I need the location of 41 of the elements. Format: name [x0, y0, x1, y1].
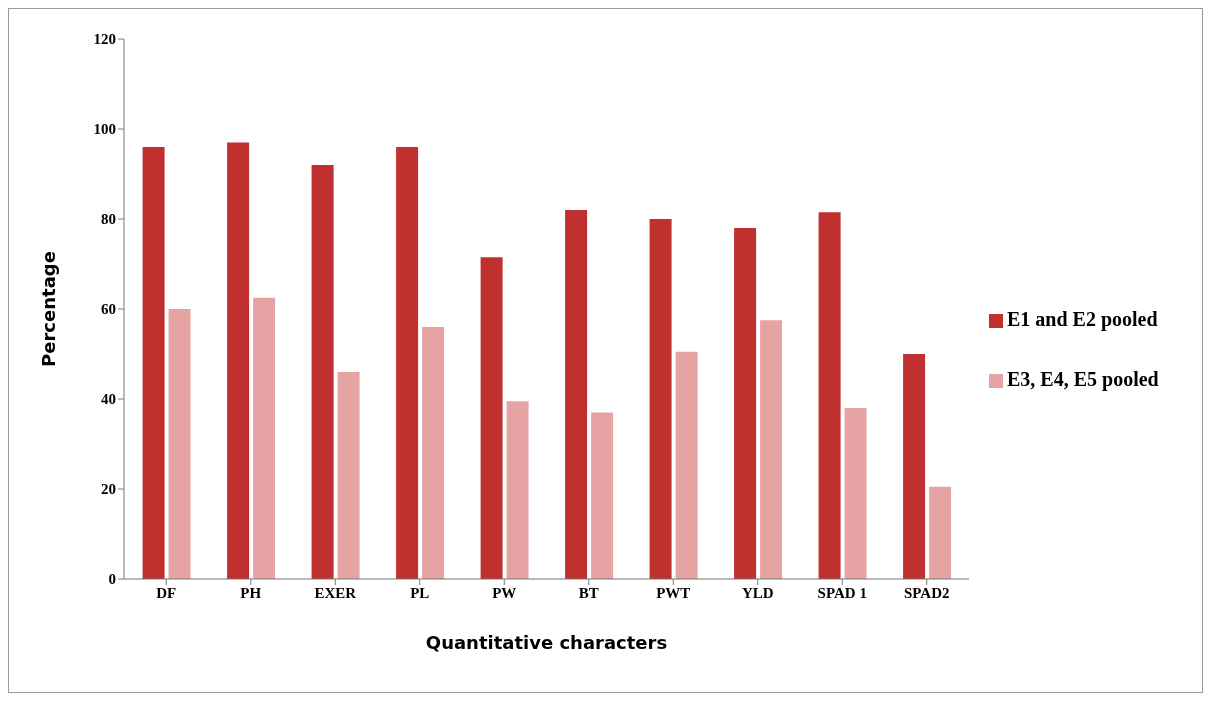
x-tick-label: DF: [156, 584, 177, 601]
y-tick-label: 40: [101, 391, 116, 408]
y-tick-label: 120: [93, 31, 116, 48]
x-axis-title: Quantitative characters: [425, 632, 668, 653]
y-axis-title: Percentage: [38, 251, 60, 367]
y-tick-label: 80: [101, 211, 116, 228]
bar: [337, 372, 360, 579]
bar: [675, 351, 698, 579]
legend-label: E3, E4, E5 pooled: [1007, 368, 1159, 390]
y-tick-label: 60: [101, 301, 116, 318]
y-tick-label: 20: [101, 481, 116, 498]
x-tick-label: BT: [578, 584, 599, 601]
y-tick-label: 100: [93, 121, 116, 138]
bar: [396, 147, 419, 579]
x-tick-label: PW: [492, 584, 517, 601]
bar: [142, 147, 165, 579]
bar: [311, 165, 334, 579]
bar: [565, 210, 588, 579]
bar: [929, 486, 952, 579]
x-tick-label: EXER: [314, 584, 357, 601]
x-tick-label: SPAD2: [903, 584, 950, 601]
x-tick-label: YLD: [741, 584, 774, 601]
bar: [844, 408, 867, 579]
bar: [227, 142, 250, 579]
x-tick-label: SPAD 1: [817, 584, 867, 601]
bar: [480, 257, 503, 579]
bar: [253, 297, 276, 579]
x-tick-label: PWT: [656, 584, 691, 601]
bar: [760, 320, 783, 579]
x-tick-label: PL: [410, 584, 430, 601]
x-tick-label: PH: [240, 584, 262, 601]
bar: [168, 309, 191, 579]
bar: [818, 212, 841, 579]
bar: [734, 228, 757, 579]
bar: [591, 412, 614, 579]
legend-label: E1 and E2 pooled: [1007, 308, 1158, 330]
bar: [649, 219, 672, 579]
y-tick-label: 0: [108, 571, 116, 588]
bar: [422, 327, 445, 579]
bar: [506, 401, 529, 579]
bar: [903, 354, 926, 579]
